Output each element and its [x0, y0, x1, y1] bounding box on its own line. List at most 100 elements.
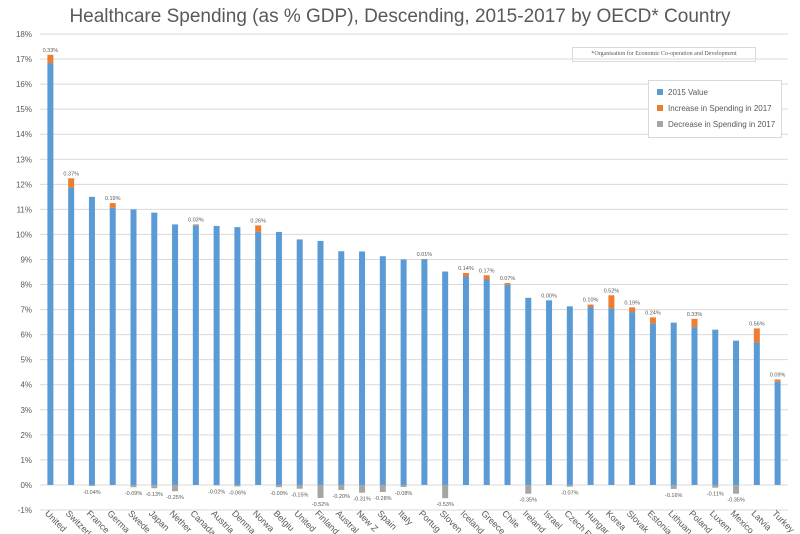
bar-increase [192, 224, 199, 226]
legend-item-increase: Increase in Spending in 2017 [657, 103, 772, 115]
y-tick-label: 2% [20, 431, 32, 440]
data-label: 0.56% [749, 321, 765, 327]
bar-2015-value [88, 196, 95, 485]
bar-2015-value [462, 276, 469, 485]
bar-decrease [566, 484, 573, 487]
bar-2015-value [68, 187, 75, 485]
bar-increase [47, 54, 54, 64]
y-tick-label: 17% [16, 55, 32, 64]
data-label: -0.15% [291, 493, 309, 499]
bar-2015-value [566, 306, 573, 485]
y-tick-label: 18% [16, 30, 32, 39]
bar-2015-value [712, 329, 719, 485]
x-tick-label: Ireland [521, 508, 548, 534]
x-tick-label: Swede [126, 508, 153, 534]
y-tick-label: 6% [20, 331, 32, 340]
y-tick-label: 13% [16, 155, 32, 164]
legend-item-base: 2015 Value [657, 87, 708, 99]
y-tick-label: 10% [16, 230, 32, 239]
chart-footnote: *Organisation for Economic Co-operation … [572, 47, 756, 62]
bar-2015-value [608, 308, 615, 485]
data-label: 0.14% [458, 266, 474, 272]
bar-decrease [88, 484, 95, 486]
x-tick-label: Italy [396, 508, 415, 527]
bar-decrease [400, 484, 407, 487]
x-tick-label: United [292, 508, 317, 533]
bar-2015-value [670, 322, 677, 485]
bar-increase [629, 307, 636, 313]
data-label: -0.20% [333, 494, 351, 500]
data-label: -0.04% [83, 490, 101, 496]
x-tick-label: Turkey [770, 508, 797, 534]
bar-increase [255, 225, 262, 232]
x-tick-label: United [43, 508, 68, 533]
x-tick-label: Slovak [625, 508, 652, 534]
data-label: 0.33% [687, 312, 703, 318]
bar-2015-value [691, 327, 698, 485]
data-label: -0.02% [208, 489, 226, 495]
legend-label-decrease: Decrease in Spending in 2017 [668, 120, 776, 129]
bar-increase [753, 328, 760, 343]
bar-increase [462, 273, 469, 277]
data-label: 0.09% [770, 372, 786, 378]
bar-2015-value [774, 381, 781, 485]
data-label: 0.10% [583, 298, 599, 304]
bar-decrease [172, 484, 179, 492]
bar-2015-value [317, 240, 324, 485]
bar-decrease [359, 484, 366, 493]
bar-increase [608, 295, 615, 309]
bar-decrease [275, 484, 282, 488]
bar-decrease [151, 484, 158, 489]
data-label: 0.07% [500, 276, 516, 282]
data-label: -0.09% [270, 491, 288, 497]
data-label: 0.17% [479, 268, 495, 274]
data-label: 0.33% [43, 48, 59, 54]
bar-2015-value [172, 224, 179, 485]
bar-increase [483, 275, 490, 280]
bar-2015-value [109, 207, 116, 485]
legend-label-base: 2015 Value [668, 88, 708, 97]
data-label: -0.25% [166, 495, 184, 501]
bar-2015-value [546, 300, 553, 485]
data-label: -0.53% [436, 502, 454, 508]
data-label: -0.09% [125, 491, 143, 497]
bar-2015-value [151, 212, 158, 485]
y-tick-label: 8% [20, 281, 32, 290]
data-label: -0.35% [727, 498, 745, 504]
bar-increase [109, 203, 116, 208]
bar-decrease [670, 484, 677, 489]
data-label: 0.19% [105, 196, 121, 202]
data-label: -0.35% [520, 498, 538, 504]
bar-decrease [712, 484, 719, 488]
bar-2015-value [753, 342, 760, 485]
bar-2015-value [359, 251, 366, 485]
legend-swatch-base [657, 88, 663, 95]
bar-2015-value [47, 63, 54, 485]
data-label: -0.52% [312, 502, 330, 508]
bar-2015-value [733, 340, 740, 485]
bar-decrease [317, 484, 324, 498]
bar-decrease [296, 484, 303, 489]
bar-2015-value [525, 297, 532, 485]
bar-2015-value [234, 227, 241, 485]
bar-decrease [525, 484, 532, 494]
data-label: 0.24% [645, 310, 661, 316]
chart-title: Healthcare Spending (as % GDP), Descendi… [69, 6, 731, 27]
y-tick-label: 0% [20, 481, 32, 490]
bar-2015-value [338, 251, 345, 485]
bar-2015-value [213, 225, 220, 485]
bar-2015-value [275, 231, 282, 485]
y-tick-label: 9% [20, 255, 32, 264]
bar-increase [68, 178, 75, 188]
bar-2015-value [192, 225, 199, 485]
bar-decrease [338, 484, 345, 490]
x-tick-label: Portug [417, 508, 443, 534]
bar-2015-value [504, 284, 511, 485]
legend: 2015 Value Increase in Spending in 2017 … [648, 80, 782, 138]
y-tick-label: 12% [16, 180, 32, 189]
data-label: 0.03% [188, 217, 204, 223]
data-label: -0.11% [707, 492, 724, 498]
y-tick-label: 4% [20, 381, 32, 390]
bar-increase [691, 318, 698, 328]
